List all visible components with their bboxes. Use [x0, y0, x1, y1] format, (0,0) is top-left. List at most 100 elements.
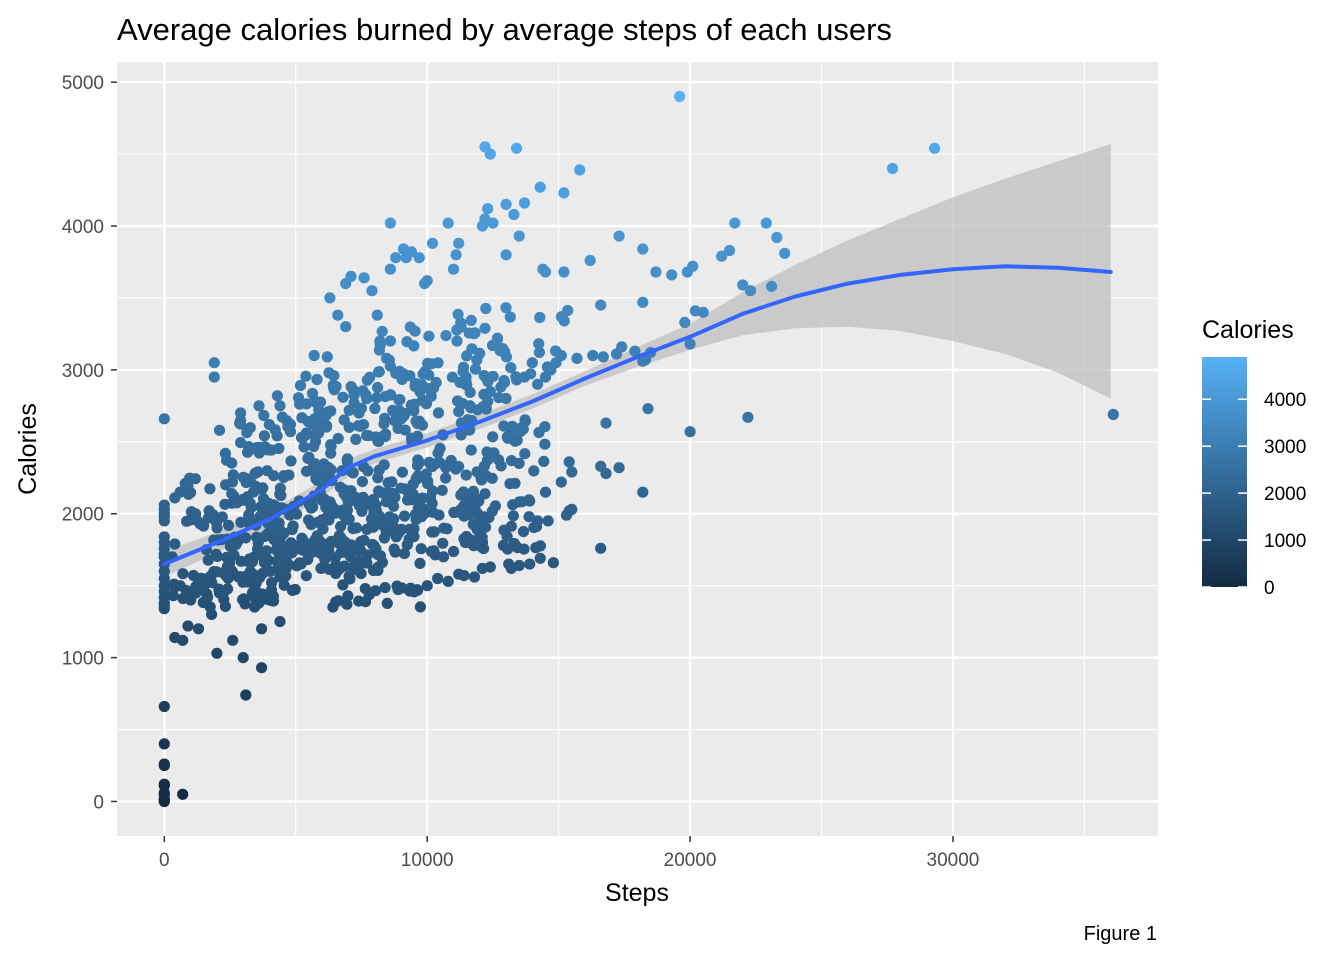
data-point [211, 522, 223, 534]
legend-ticks: 0 1000 2000 3000 4000 [1202, 390, 1306, 599]
data-point [558, 266, 570, 278]
data-point [158, 738, 170, 750]
data-point [488, 450, 500, 462]
data-point [185, 487, 197, 499]
data-point [426, 237, 439, 249]
data-point [476, 562, 488, 575]
data-point [390, 252, 402, 264]
data-point [438, 522, 450, 534]
data-point [313, 427, 325, 439]
legend-label: 1000 [1264, 531, 1306, 552]
data-point [265, 527, 277, 540]
data-point [401, 539, 413, 551]
data-point [666, 269, 678, 281]
data-point [487, 217, 499, 229]
data-point [294, 379, 307, 392]
data-point [595, 542, 607, 554]
data-point [414, 557, 426, 570]
data-point [223, 519, 235, 532]
data-point [442, 575, 454, 588]
x-tick-label: 10000 [401, 850, 454, 871]
data-point [251, 531, 263, 543]
data-point [411, 418, 423, 430]
data-point [479, 521, 492, 533]
data-point [367, 564, 380, 577]
data-point [211, 550, 223, 563]
data-point [494, 345, 506, 357]
data-point [271, 390, 283, 402]
y-axis: 0 1000 2000 3000 4000 5000 [62, 73, 117, 813]
data-point [480, 302, 492, 315]
data-point [409, 380, 421, 392]
data-point [286, 547, 298, 559]
data-point [228, 549, 240, 561]
data-point [425, 390, 437, 402]
data-point [353, 595, 365, 607]
data-point [235, 437, 247, 449]
data-point [354, 420, 366, 432]
data-point [510, 142, 523, 154]
data-point [266, 577, 278, 589]
data-point [348, 389, 360, 401]
data-point [479, 322, 491, 334]
data-point [434, 442, 446, 454]
data-point [245, 501, 257, 513]
data-point [189, 473, 201, 485]
data-point [533, 338, 545, 350]
data-point [637, 243, 649, 255]
data-point [354, 544, 366, 556]
x-axis-title: Steps [605, 879, 669, 907]
data-point [217, 586, 229, 598]
data-point [510, 371, 522, 383]
data-point [204, 483, 216, 495]
data-point [533, 346, 546, 358]
data-point [158, 778, 170, 790]
data-point [452, 506, 464, 518]
data-point [642, 403, 654, 415]
data-point [341, 456, 353, 468]
data-point [361, 523, 373, 536]
data-point [167, 590, 179, 602]
data-point [356, 476, 368, 488]
data-point [379, 582, 391, 594]
data-point [338, 414, 350, 426]
data-point [487, 431, 499, 443]
data-point [332, 309, 344, 321]
data-point [471, 404, 484, 416]
data-point [357, 385, 369, 397]
data-point [244, 422, 256, 434]
data-point [235, 516, 247, 528]
data-point [364, 371, 376, 383]
data-point [337, 579, 349, 591]
data-point [420, 468, 432, 480]
data-point [336, 533, 348, 545]
data-point [198, 582, 210, 594]
data-point [177, 568, 189, 580]
data-point [350, 522, 363, 534]
data-point [432, 407, 445, 419]
data-point [771, 231, 783, 244]
data-point [240, 689, 252, 701]
data-point [410, 513, 422, 526]
data-point [408, 398, 421, 410]
data-point [464, 386, 476, 398]
data-point [282, 421, 294, 433]
data-point [495, 460, 507, 472]
data-point [459, 537, 471, 549]
data-point [433, 509, 445, 521]
x-tick-label: 0 [159, 850, 170, 871]
data-point [285, 455, 297, 467]
data-point [213, 424, 226, 436]
legend-colorbar [1202, 357, 1247, 587]
data-point [383, 511, 395, 523]
data-point [256, 623, 268, 635]
data-point [275, 489, 287, 502]
data-point [528, 465, 540, 477]
data-point [411, 473, 424, 485]
data-point [315, 562, 327, 575]
scatter-points [158, 90, 1119, 808]
data-point [384, 263, 396, 275]
data-point [306, 546, 318, 559]
data-point [432, 572, 444, 585]
data-point [343, 404, 355, 416]
